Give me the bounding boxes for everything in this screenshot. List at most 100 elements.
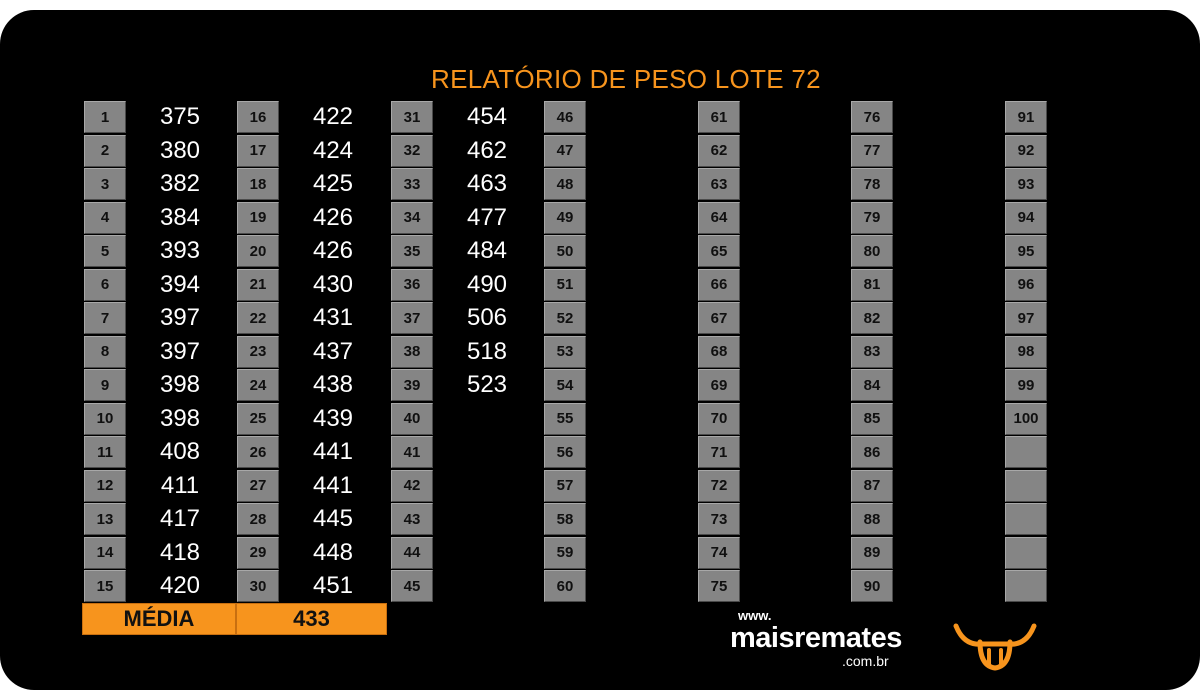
- lot-number-cell: 43: [391, 503, 433, 535]
- lot-number-cell: 99: [1005, 369, 1047, 401]
- weight-value: 518: [466, 337, 508, 365]
- lot-number-cell: 94: [1005, 201, 1047, 234]
- lot-number-cell: 96: [1005, 268, 1047, 301]
- weight-value: 398: [159, 404, 201, 432]
- weight-value: 382: [159, 170, 201, 197]
- weight-value: 397: [159, 337, 201, 365]
- lot-number-cell: 72: [698, 469, 740, 502]
- lot-number-cell: 39: [391, 369, 433, 401]
- lot-number-cell: 73: [698, 503, 740, 535]
- lot-number-cell: 90: [851, 570, 893, 602]
- lot-number-cell: 84: [851, 369, 893, 401]
- weight-value: 448: [312, 538, 354, 566]
- weight-value: 420: [159, 572, 201, 599]
- lot-number-cell: 31: [391, 101, 433, 133]
- lot-number-cell: 63: [698, 168, 740, 200]
- weight-value: 417: [159, 505, 201, 532]
- lot-number-cell: 61: [698, 101, 740, 133]
- lot-number-cell: 91: [1005, 101, 1047, 133]
- weight-value: 484: [466, 237, 508, 264]
- lot-number-cell: [1005, 503, 1047, 535]
- lot-number-cell: 46: [544, 101, 586, 133]
- lot-number-cell: 3: [84, 168, 126, 200]
- lot-number-cell: 4: [84, 201, 126, 234]
- lot-number-cell: 58: [544, 503, 586, 535]
- lot-number-cell: 48: [544, 168, 586, 200]
- lot-number-cell: 78: [851, 168, 893, 200]
- lot-number-cell: 64: [698, 201, 740, 234]
- lot-number-cell: 52: [544, 302, 586, 334]
- weight-value: 454: [466, 103, 508, 130]
- report-title: RELATÓRIO DE PESO LOTE 72: [431, 64, 821, 94]
- lot-number-cell: 2: [84, 134, 126, 167]
- weight-value: 425: [312, 170, 354, 197]
- lot-number-cell: 47: [544, 134, 586, 167]
- lot-number-cell: 85: [851, 402, 893, 435]
- weight-value: 394: [159, 270, 201, 298]
- lot-number-cell: 21: [237, 268, 279, 301]
- weight-value: 398: [159, 371, 201, 398]
- weight-value: 441: [312, 438, 354, 465]
- lot-number-cell: 37: [391, 302, 433, 334]
- lot-number-cell: 59: [544, 536, 586, 569]
- lot-number-cell: 53: [544, 335, 586, 368]
- lot-number-cell: 76: [851, 101, 893, 133]
- lot-number-cell: 51: [544, 268, 586, 301]
- lot-number-cell: 77: [851, 134, 893, 167]
- weight-value: 426: [312, 237, 354, 264]
- weight-value: 411: [160, 471, 200, 499]
- lot-number-cell: 57: [544, 469, 586, 502]
- lot-number-cell: 66: [698, 268, 740, 301]
- lot-number-cell: 62: [698, 134, 740, 167]
- lot-number-cell: 41: [391, 436, 433, 468]
- weight-value: 463: [466, 170, 508, 197]
- lot-number-cell: 7: [84, 302, 126, 334]
- lot-number-cell: 24: [237, 369, 279, 401]
- weight-value: 506: [466, 304, 508, 331]
- lot-number-cell: 98: [1005, 335, 1047, 368]
- lot-number-cell: 56: [544, 436, 586, 468]
- lot-number-cell: 9: [84, 369, 126, 401]
- report-board: [0, 10, 1200, 690]
- lot-number-cell: 30: [237, 570, 279, 602]
- lot-number-cell: 33: [391, 168, 433, 200]
- lot-number-cell: 38: [391, 335, 433, 368]
- weight-value: 451: [312, 572, 354, 599]
- weight-value: 439: [312, 404, 354, 432]
- lot-number-cell: 32: [391, 134, 433, 167]
- lot-number-cell: 89: [851, 536, 893, 569]
- logo-www: www.: [738, 608, 772, 623]
- weight-value: 437: [312, 337, 354, 365]
- lot-number-cell: 79: [851, 201, 893, 234]
- weight-value: 430: [312, 270, 354, 298]
- logo-name: maisremates: [730, 622, 902, 654]
- weight-value: 384: [159, 203, 201, 231]
- lot-number-cell: 27: [237, 469, 279, 502]
- lot-number-cell: 1: [84, 101, 126, 133]
- weight-value: 380: [159, 136, 201, 164]
- weight-value: 375: [159, 103, 201, 130]
- weight-value: 418: [159, 538, 201, 566]
- average-label: MÉDIA: [82, 603, 236, 635]
- lot-number-cell: 95: [1005, 235, 1047, 267]
- lot-number-cell: 93: [1005, 168, 1047, 200]
- lot-number-cell: 87: [851, 469, 893, 502]
- lot-number-cell: 80: [851, 235, 893, 267]
- lot-number-cell: [1005, 469, 1047, 502]
- weight-value: 438: [312, 371, 354, 398]
- lot-number-cell: [1005, 570, 1047, 602]
- lot-number-cell: 6: [84, 268, 126, 301]
- lot-number-cell: 65: [698, 235, 740, 267]
- lot-number-cell: 74: [698, 536, 740, 569]
- weight-value: 441: [312, 471, 354, 499]
- lot-number-cell: 35: [391, 235, 433, 267]
- lot-number-cell: 34: [391, 201, 433, 234]
- lot-number-cell: 100: [1005, 402, 1047, 435]
- weight-value: 490: [466, 270, 508, 298]
- lot-number-cell: 13: [84, 503, 126, 535]
- lot-number-cell: 68: [698, 335, 740, 368]
- lot-number-cell: 10: [84, 402, 126, 435]
- lot-number-cell: 71: [698, 436, 740, 468]
- weight-value: 424: [312, 136, 354, 164]
